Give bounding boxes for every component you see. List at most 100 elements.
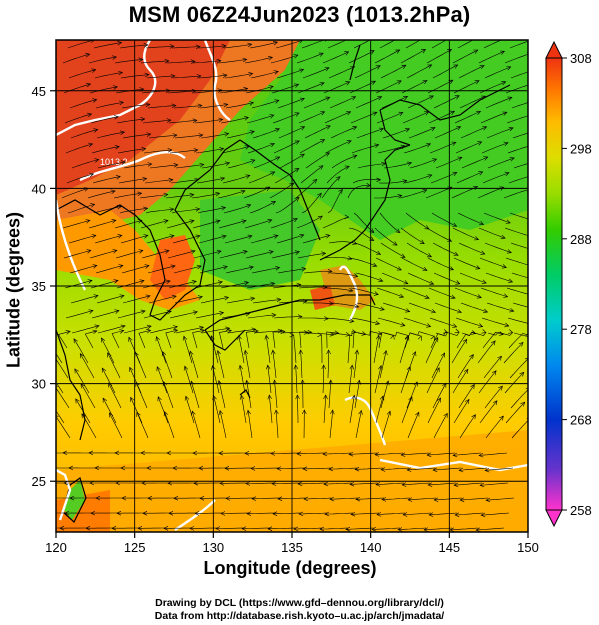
streamline (485, 97, 513, 109)
streamline (378, 331, 394, 349)
streamline-arrow (380, 467, 386, 472)
x-tick-label: 145 (438, 540, 460, 555)
streamline-arrow (219, 311, 225, 316)
streamline-arrow (275, 266, 281, 271)
streamline-arrow (379, 395, 385, 401)
streamline-arrow (112, 55, 117, 60)
streamline-arrow (469, 354, 474, 360)
streamline-arrow (275, 156, 281, 161)
streamline (276, 234, 304, 244)
streamline-arrow (374, 35, 379, 39)
streamline-arrow (59, 525, 65, 531)
streamline-arrow (411, 351, 417, 357)
streamline-arrow (325, 96, 331, 101)
streamline-arrow (223, 102, 229, 108)
streamline (460, 126, 487, 139)
streamline-arrow (319, 82, 325, 87)
streamline-arrow (480, 95, 487, 100)
streamline (509, 212, 528, 220)
streamline-arrow (190, 249, 196, 255)
streamline (486, 127, 514, 139)
streamline (374, 49, 400, 64)
streamline (403, 143, 431, 154)
streamline-arrow (247, 42, 253, 48)
streamline (357, 163, 386, 169)
streamline (485, 467, 514, 471)
streamline (195, 148, 224, 154)
streamline-arrow (192, 118, 198, 123)
streamline-arrow (81, 413, 86, 419)
streamline (215, 527, 245, 529)
streamline (319, 527, 349, 530)
streamline (453, 399, 470, 424)
streamline (221, 146, 250, 154)
streamline-arrow (303, 496, 309, 502)
streamline (300, 349, 303, 379)
streamline (253, 330, 282, 334)
streamline (323, 257, 352, 260)
y-tick-label: 25 (32, 474, 46, 489)
streamline (267, 365, 272, 394)
streamline-arrow (293, 364, 299, 370)
streamline-arrow (324, 67, 330, 72)
streamline (250, 235, 279, 244)
streamline-arrow (478, 171, 484, 176)
streamline-arrow (88, 142, 94, 148)
streamline (305, 332, 334, 336)
streamline (94, 72, 123, 79)
streamline (81, 413, 97, 439)
streamline (480, 112, 508, 124)
streamline (245, 482, 275, 484)
streamline (327, 350, 329, 379)
streamline-arrow (85, 525, 91, 531)
streamline-arrow (277, 328, 283, 334)
streamline (64, 280, 93, 289)
streamline-arrow (94, 158, 100, 163)
streamline-arrow (505, 36, 510, 40)
streamline-arrow (141, 480, 147, 486)
streamline-arrow (299, 234, 305, 239)
streamline-arrow (454, 95, 460, 100)
streamline-arrow (396, 80, 402, 85)
streamline (433, 413, 448, 439)
streamline-arrow (323, 394, 328, 400)
streamline (89, 86, 118, 94)
streamline-arrow (358, 409, 363, 415)
streamline-arrow (297, 481, 303, 487)
streamline-arrow (402, 96, 409, 101)
streamline (270, 452, 300, 454)
streamline-arrow (114, 450, 120, 456)
streamline (322, 51, 349, 64)
streamline-arrow (114, 145, 120, 150)
streamline-arrow (189, 219, 195, 224)
streamline-arrow (244, 116, 250, 121)
streamline-arrow (217, 88, 223, 93)
streamline (322, 216, 349, 229)
streamline (225, 266, 254, 274)
streamline-arrow (140, 450, 146, 456)
streamline-arrow (172, 133, 178, 138)
streamline (512, 302, 528, 308)
colorbar-top-arrow (545, 40, 563, 59)
streamline (297, 394, 299, 423)
streamline (402, 482, 431, 486)
streamline-arrow (117, 40, 123, 46)
streamline-arrow (182, 335, 188, 341)
streamline-arrow (166, 450, 172, 456)
streamline (381, 411, 391, 439)
streamline (482, 172, 510, 184)
streamline-arrow (436, 397, 441, 403)
streamline (211, 335, 219, 364)
streamline-arrow (249, 130, 255, 135)
streamline (304, 302, 334, 305)
streamline (195, 312, 224, 319)
streamline-arrow (440, 352, 446, 358)
streamline (510, 242, 528, 249)
streamline-arrow (173, 495, 179, 501)
streamline (249, 41, 278, 49)
streamline (323, 482, 353, 485)
streamline-arrow (471, 414, 476, 420)
streamline-arrow (245, 311, 251, 317)
streamline (174, 296, 203, 304)
streamline (452, 369, 469, 394)
